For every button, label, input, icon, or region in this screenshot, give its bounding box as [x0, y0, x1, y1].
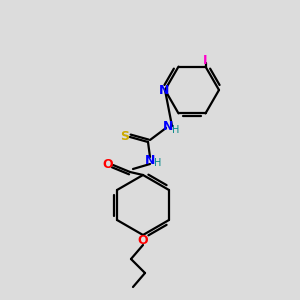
Text: I: I: [203, 54, 208, 67]
Text: H: H: [172, 125, 180, 135]
Text: N: N: [163, 121, 173, 134]
Text: N: N: [145, 154, 155, 166]
Text: O: O: [103, 158, 113, 170]
Text: O: O: [138, 233, 148, 247]
Text: N: N: [159, 83, 169, 97]
Text: S: S: [121, 130, 130, 142]
Text: H: H: [154, 158, 162, 168]
